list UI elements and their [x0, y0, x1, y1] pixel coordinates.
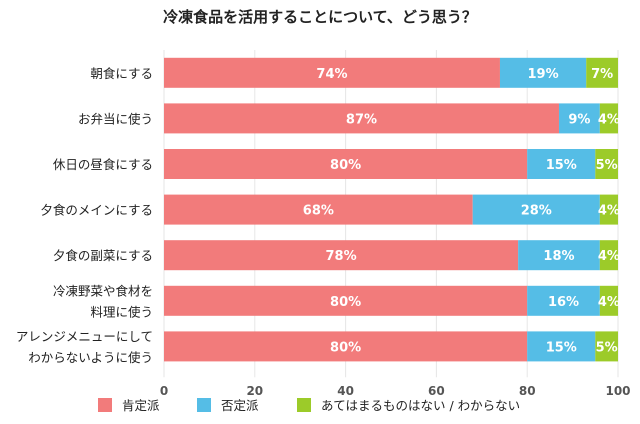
data-label: 4% — [598, 204, 620, 219]
data-label: 80% — [330, 340, 361, 355]
data-label: 28% — [521, 204, 552, 219]
category-label: 夕食の副菜にする — [53, 248, 153, 263]
x-tick-label: 80 — [519, 384, 536, 398]
bar-segment — [586, 57, 618, 88]
data-label: 19% — [528, 67, 559, 82]
category-label: お弁当に使う — [78, 111, 153, 126]
data-label: 5% — [596, 158, 618, 173]
bar-segment — [558, 103, 600, 134]
legend-swatch — [98, 398, 112, 412]
data-label: 4% — [598, 112, 620, 127]
data-label: 80% — [330, 158, 361, 173]
data-label: 18% — [543, 249, 574, 264]
bar-segment — [599, 194, 618, 225]
data-label: 7% — [591, 67, 613, 82]
bar-segment — [599, 285, 618, 316]
x-tick-label: 60 — [428, 384, 445, 398]
bar-segment — [164, 285, 528, 316]
category-label: 料理に使う — [90, 304, 153, 319]
bar-segment — [164, 240, 519, 271]
legend-swatch — [197, 398, 211, 412]
bar-segment — [527, 331, 596, 362]
bar-segment — [472, 194, 600, 225]
bar-segment — [595, 331, 618, 362]
category-label: アレンジメニューにして — [16, 329, 153, 344]
data-label: 15% — [546, 340, 577, 355]
x-tick-label: 20 — [246, 384, 263, 398]
data-label: 78% — [325, 249, 356, 264]
legend-label: あてはまるものはない / わからない — [321, 398, 520, 413]
x-tick-label: 40 — [337, 384, 354, 398]
bar-segment — [164, 149, 528, 179]
legend-label: 否定派 — [221, 398, 259, 413]
legend-swatch — [297, 398, 311, 412]
x-tick-label: 100 — [605, 384, 630, 398]
x-tick-label: 0 — [160, 384, 168, 398]
bar-segment — [595, 149, 618, 179]
category-label: 夕食のメインにする — [40, 203, 153, 218]
data-label: 9% — [568, 112, 590, 127]
category-label: わからないように使う — [28, 350, 153, 365]
bar-segment — [599, 103, 618, 134]
bar-segment — [164, 103, 559, 134]
bar-segment — [164, 57, 500, 88]
data-label: 74% — [316, 67, 347, 82]
bar-segment — [518, 240, 600, 271]
bar-segment — [527, 149, 596, 179]
data-label: 87% — [346, 112, 377, 127]
data-label: 4% — [598, 295, 620, 310]
data-label: 5% — [596, 340, 618, 355]
category-label: 冷凍野菜や食材を — [53, 283, 153, 298]
data-label: 68% — [303, 204, 334, 219]
bar-segment — [599, 240, 618, 271]
category-label: 朝食にする — [90, 66, 153, 81]
category-label: 休日の昼食にする — [53, 157, 153, 172]
data-label: 16% — [548, 295, 579, 310]
bar-segment — [499, 57, 587, 88]
data-label: 80% — [330, 295, 361, 310]
bar-segment — [164, 331, 528, 362]
data-label: 4% — [598, 249, 620, 264]
data-label: 15% — [546, 158, 577, 173]
legend-label: 肯定派 — [122, 398, 160, 413]
bar-segment — [164, 194, 473, 225]
bar-segment — [527, 285, 600, 316]
chart-title: 冷凍食品を活用することについて、どう思う？ — [163, 8, 477, 26]
